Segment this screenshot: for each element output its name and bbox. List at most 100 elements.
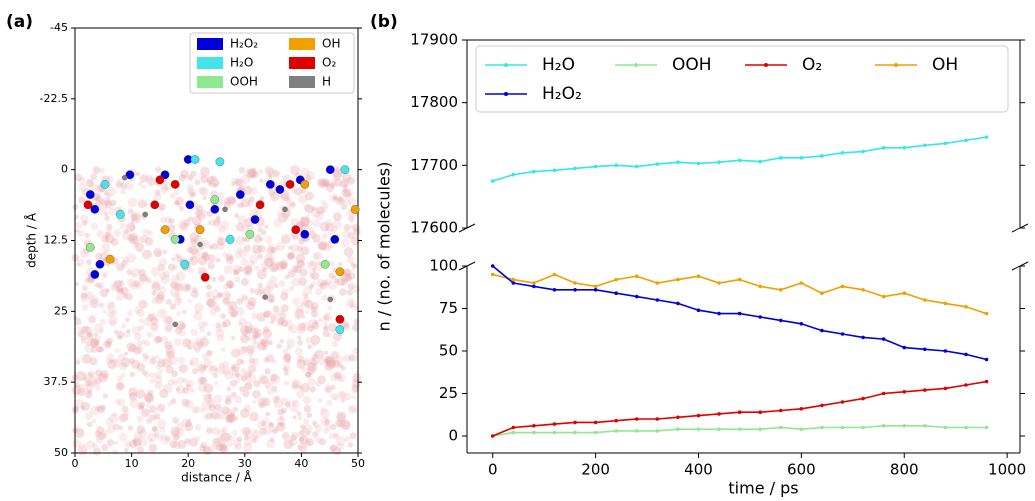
- data-point: [696, 274, 701, 279]
- data-point: [758, 284, 763, 289]
- molecule: [215, 157, 225, 167]
- data-point: [943, 386, 948, 391]
- legend-marker: [504, 92, 508, 96]
- y-tick-label: 37.5: [44, 375, 69, 388]
- data-point: [778, 288, 783, 292]
- molecule: [335, 267, 345, 277]
- molecule: [222, 206, 228, 212]
- legend-marker: [504, 63, 508, 67]
- molecule: [210, 204, 220, 214]
- data-point: [984, 379, 989, 384]
- data-point: [573, 166, 577, 171]
- molecule: [170, 235, 180, 244]
- data-point: [778, 318, 783, 323]
- data-point: [902, 390, 907, 394]
- data-point: [737, 158, 742, 163]
- molecule: [95, 259, 105, 269]
- data-point: [511, 281, 516, 285]
- legend-marker: [634, 63, 638, 67]
- legend-box: [475, 45, 1009, 113]
- data-point: [717, 311, 721, 316]
- data-point: [593, 420, 598, 425]
- data-point: [717, 281, 721, 285]
- y-tick-label: -22.5: [40, 92, 68, 105]
- data-point: [820, 403, 824, 408]
- data-point: [717, 412, 721, 416]
- data-point: [902, 345, 907, 350]
- molecule: [285, 180, 295, 189]
- data-point: [614, 418, 618, 423]
- data-point: [984, 425, 989, 430]
- data-point: [758, 315, 763, 319]
- data-point: [820, 291, 824, 296]
- y-tick-label: 0: [448, 427, 458, 445]
- data-point: [758, 410, 763, 415]
- data-point: [778, 425, 783, 430]
- molecule: [255, 200, 265, 210]
- legend-label: H₂O₂: [542, 84, 582, 104]
- molecule: [125, 170, 135, 180]
- data-point: [799, 407, 804, 411]
- data-point: [778, 156, 783, 160]
- legend-swatch: [289, 76, 315, 88]
- y-tick-label: 50: [54, 446, 68, 459]
- molecule: [105, 254, 115, 264]
- data-point: [840, 332, 845, 336]
- data-point: [964, 352, 968, 357]
- data-point: [943, 349, 948, 353]
- legend-label: OOH: [230, 75, 258, 89]
- data-point: [655, 417, 660, 421]
- data-point: [573, 281, 577, 285]
- legend-label: OH: [322, 37, 340, 51]
- x-tick-label: 0: [72, 457, 79, 470]
- legend-label: H₂O: [230, 56, 253, 70]
- molecule: [325, 165, 335, 175]
- data-point: [923, 143, 927, 148]
- data-point: [634, 294, 639, 299]
- x-tick-label: 40: [294, 457, 308, 470]
- molecule: [300, 180, 310, 189]
- legend-marker: [894, 63, 898, 67]
- water-background: [71, 165, 362, 456]
- legend-marker: [764, 63, 768, 67]
- data-point: [634, 429, 639, 433]
- data-point: [552, 422, 557, 426]
- molecule: [300, 229, 310, 239]
- x-tick-label: 1000: [988, 461, 1026, 479]
- molecule: [235, 190, 245, 199]
- data-point: [532, 281, 536, 285]
- data-point: [820, 328, 824, 333]
- x-tick-label: 200: [581, 461, 610, 479]
- data-point: [737, 427, 742, 432]
- legend-label: O₂: [802, 55, 822, 75]
- data-point: [861, 425, 865, 430]
- molecule: [265, 180, 275, 189]
- data-point: [511, 172, 516, 177]
- data-point: [614, 163, 618, 168]
- data-point: [532, 430, 536, 435]
- y-axis-label: depth / Å: [24, 212, 39, 268]
- data-point: [840, 284, 845, 289]
- molecule: [180, 259, 190, 269]
- data-point: [799, 322, 804, 326]
- molecule: [190, 155, 200, 164]
- data-point: [943, 301, 948, 306]
- molecule: [275, 185, 285, 194]
- y-axis-label: n / (no. of molecules): [375, 162, 394, 332]
- legend-swatch: [289, 57, 315, 69]
- data-point: [861, 288, 865, 292]
- legend-swatch: [289, 38, 315, 50]
- data-point: [943, 141, 948, 146]
- molecule: [160, 225, 170, 235]
- y-tick-label: 17600: [410, 219, 458, 237]
- data-point: [655, 298, 660, 302]
- data-point: [902, 145, 907, 150]
- molecule: [200, 272, 210, 282]
- molecule: [330, 235, 340, 244]
- molecule: [83, 200, 93, 210]
- y-tick-label: 100: [429, 257, 458, 275]
- x-tick-label: 0: [488, 461, 498, 479]
- molecule: [85, 190, 95, 199]
- data-point: [881, 294, 886, 299]
- x-axis-label: distance / Å: [181, 470, 253, 485]
